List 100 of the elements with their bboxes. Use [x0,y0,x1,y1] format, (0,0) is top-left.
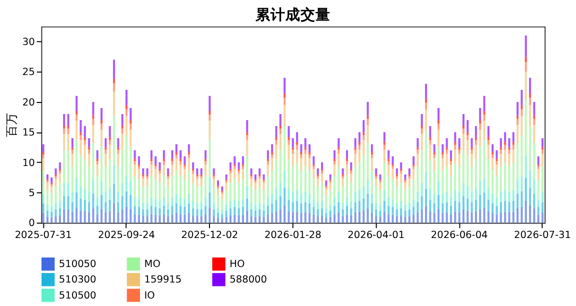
bar [212,176,215,179]
bar [442,203,444,214]
bar [117,202,120,212]
bar [325,186,328,189]
bar [333,214,336,223]
bar [416,166,419,192]
bar [379,210,382,217]
bar [442,154,444,158]
bar [188,154,190,158]
bar [504,162,506,190]
legend-label: MO [144,259,161,270]
bar [63,125,66,129]
bar [217,188,220,196]
bar [333,206,336,214]
bar [492,144,494,152]
bar [442,158,444,170]
bar [146,216,148,223]
bar [346,161,348,165]
bar [492,203,494,214]
bar [500,150,502,154]
bar [487,126,490,137]
bar [512,190,514,201]
bar [366,179,369,194]
bar [108,126,111,137]
bar [466,140,469,156]
bar [350,162,352,169]
bar [308,158,311,170]
bar [275,144,278,160]
bar [458,154,460,167]
bar [425,130,428,172]
bar [63,209,66,223]
bar [408,202,410,210]
bar [58,174,61,183]
bar [288,126,290,137]
bar [108,159,111,188]
bar [171,161,174,165]
bar [92,124,94,143]
bar [117,212,120,223]
bar [500,154,502,167]
bar [362,132,365,136]
bar [63,196,66,210]
bar [138,166,140,169]
bar [150,161,152,165]
bar [113,116,116,165]
bar [396,209,398,216]
bar [492,213,494,223]
bar [188,194,190,204]
bar [134,206,136,214]
y-tick-label: 5 [28,188,35,199]
bar [238,170,240,174]
bar [533,102,536,116]
bar [192,162,194,169]
bar [316,176,319,179]
bar [175,158,178,170]
bar [312,214,315,223]
bar [71,166,74,192]
bar [54,178,57,186]
bar [542,166,544,192]
bar [200,209,202,216]
bar [342,209,344,216]
bar [121,150,124,183]
bar [408,216,410,223]
bar [262,182,265,190]
y-tick-label: 20 [22,97,35,108]
bar [80,210,82,223]
bar [408,209,410,216]
bar [80,140,82,156]
bar [429,140,432,145]
bar [466,186,469,199]
bar [500,147,502,150]
bar [284,205,286,223]
bar [437,120,440,124]
bar [80,186,82,199]
bar [108,136,111,140]
bar [350,182,352,201]
bar [146,178,148,186]
bar [92,143,94,180]
bar [200,216,202,223]
bar [350,215,352,223]
bar [383,212,386,223]
bar [238,200,240,208]
bar [542,212,544,223]
bar [67,134,70,150]
bar [84,200,86,212]
bar [316,168,319,174]
bar [67,209,70,223]
bar [366,115,369,119]
bar [529,170,532,188]
bar [346,150,348,159]
bar [271,194,274,204]
bar [225,180,228,183]
bar [512,144,514,150]
bar [142,216,144,223]
bar [300,203,302,214]
bar [162,206,165,214]
bar [542,202,544,212]
bar [325,188,328,196]
bar [246,132,248,136]
bar [188,144,190,152]
bar [125,109,128,116]
